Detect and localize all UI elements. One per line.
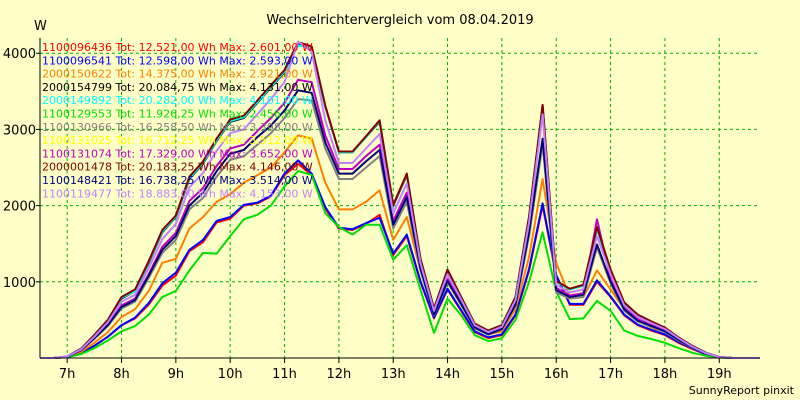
series-lines	[40, 40, 760, 359]
x-tick-label: 19h	[707, 367, 732, 382]
legend-entry-2: 1100096541 Tot: 12.598,00 Wh Max: 2.593,…	[42, 54, 313, 67]
x-tick-label: 11h	[272, 367, 297, 382]
series-line-6	[40, 169, 760, 359]
x-tick-label: 18h	[653, 367, 678, 382]
legend-entry-4: 2000154799 Tot: 20.084,75 Wh Max: 4.131,…	[42, 81, 313, 94]
legend-entry-6: 1100129553 Tot: 11.926,25 Wh Max: 2.456,…	[42, 108, 313, 121]
x-tick-label: 12h	[326, 367, 351, 382]
legend-entry-5: 2000149892 Tot: 20.282,00 Wh Max: 4.101,…	[42, 94, 313, 107]
series-line-11	[40, 89, 760, 359]
legend: 1100096436 Tot: 12.521,00 Wh Max: 2.601,…	[42, 41, 313, 200]
credit-label: SunnyReport pinxit	[689, 384, 795, 397]
legend-entry-9: 1100131074 Tot: 17.329,00 Wh Max: 3.652,…	[42, 147, 313, 160]
legend-entry-11: 1100148421 Tot: 16.738,25 Wh Max: 3.514,…	[42, 174, 313, 187]
legend-entry-7: 1100130966 Tot: 16.258,50 Wh Max: 3.398,…	[42, 121, 313, 134]
x-tick-label: 7h	[59, 367, 76, 382]
x-tick-label: 14h	[435, 367, 460, 382]
chart-title: Wechselrichtervergleich vom 08.04.2019	[266, 13, 533, 28]
legend-entry-8: 1100131025 Tot: 16.712,25 Wh Max: 3.512,…	[42, 134, 313, 147]
y-tick-label: 2000	[3, 200, 36, 215]
x-tick-label: 15h	[489, 367, 514, 382]
y-tick-label: 4000	[3, 47, 36, 62]
legend-entry-1: 1100096436 Tot: 12.521,00 Wh Max: 2.601,…	[42, 41, 313, 54]
axes: 7h 8h 9h 10h 11h 12h 13h 14h 15h 16h 17h 18h 19h 1000…	[3, 38, 760, 382]
series-line-10	[40, 41, 760, 359]
y-tick-label: 1000	[3, 276, 36, 291]
y-axis-unit-label: W	[34, 19, 47, 34]
x-tick-label: 10h	[218, 367, 243, 382]
series-line-12	[40, 40, 760, 359]
x-tick-label: 13h	[381, 367, 406, 382]
x-tick-label: 16h	[544, 367, 569, 382]
x-tick-label: 8h	[113, 367, 130, 382]
y-tick-label: 3000	[3, 123, 36, 138]
series-line-9	[40, 78, 760, 359]
legend-entry-12: 1100119477 Tot: 18.883,00 Wh Max: 4.153,…	[42, 187, 313, 200]
legend-entry-10: 2000001478 Tot: 20.183,25 Wh Max: 4.146,…	[42, 161, 313, 174]
series-line-2	[40, 159, 760, 359]
grid-lines	[40, 38, 760, 358]
x-tick-label: 9h	[168, 367, 185, 382]
legend-entry-3: 2000150622 Tot: 14.375,00 Wh Max: 2.921,…	[42, 68, 313, 81]
x-tick-label: 17h	[598, 367, 623, 382]
